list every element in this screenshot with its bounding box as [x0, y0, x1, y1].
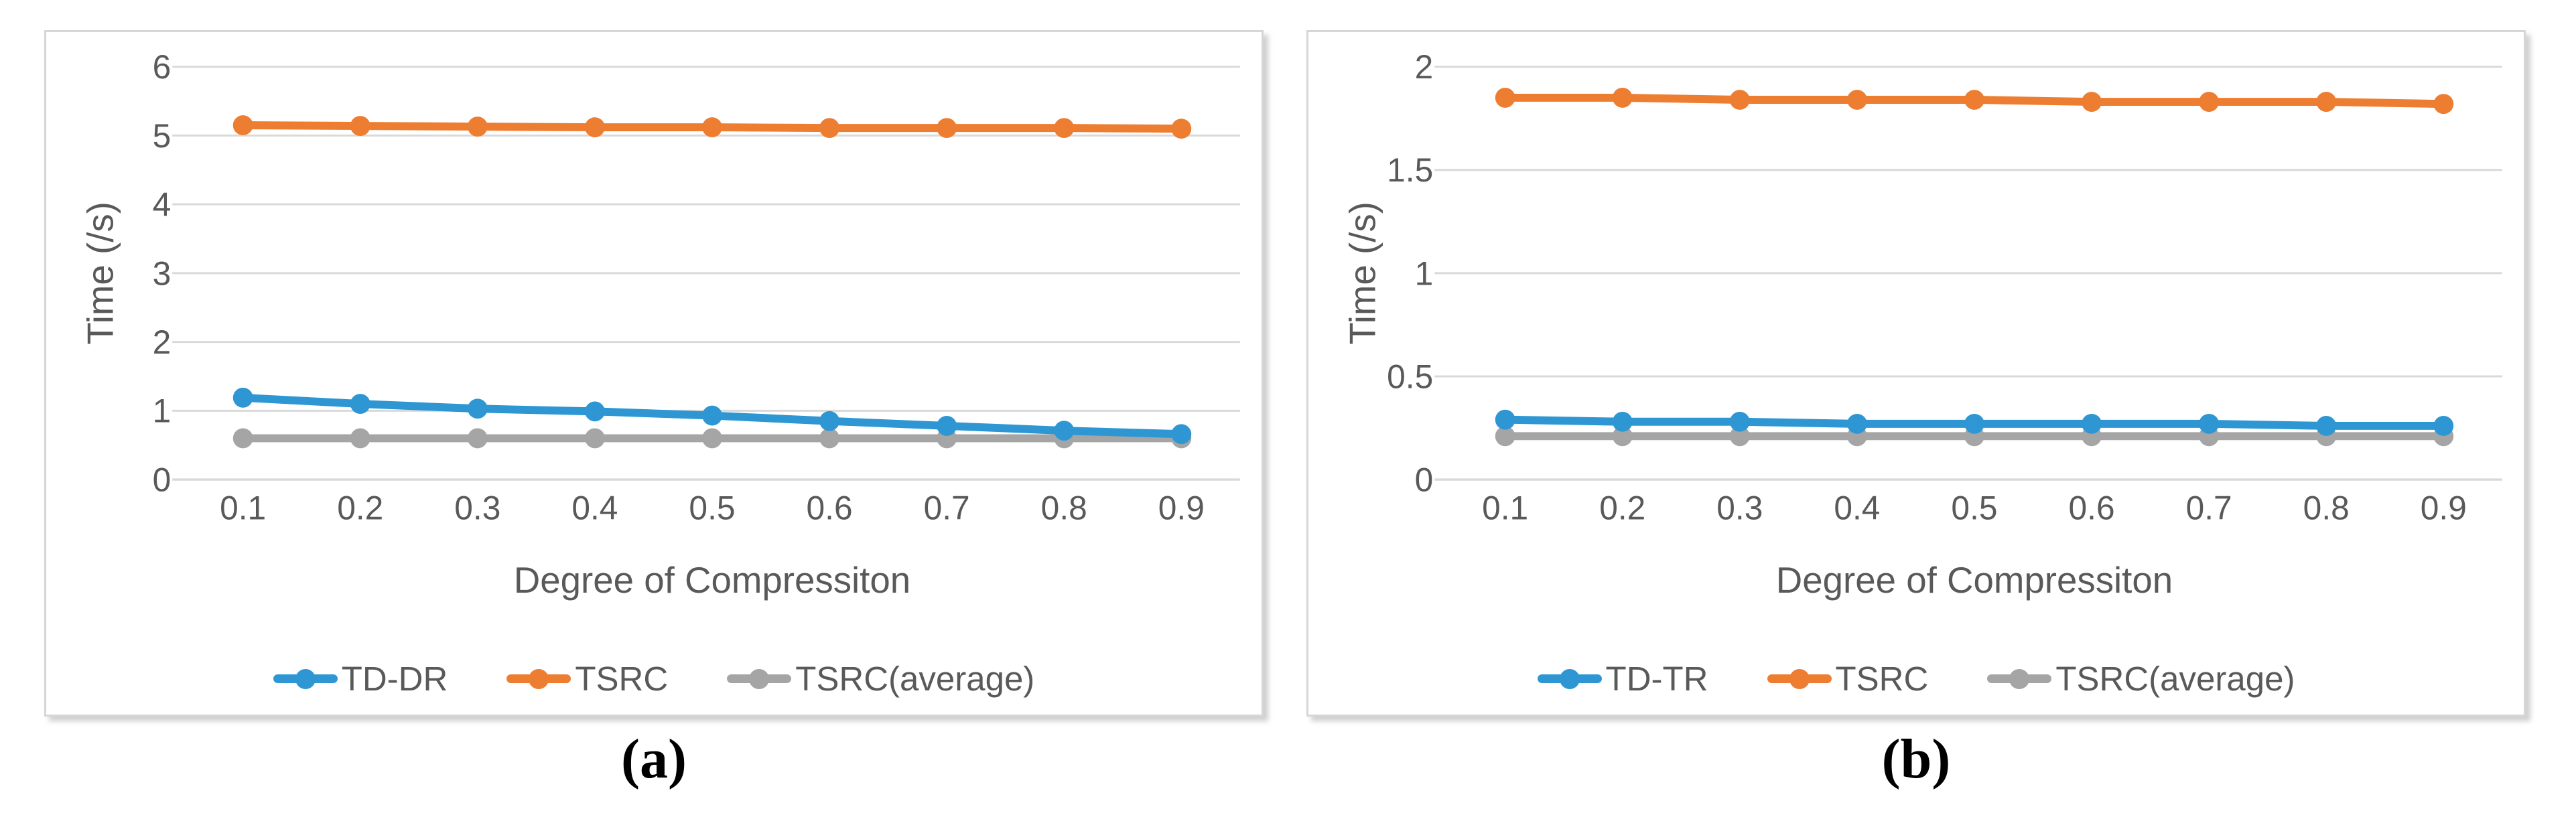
figure-row: 0 1 2 3 4 5 6 0.1 0.2 0.3 0.4 0.5 0.6 0.7 0.8 0.9 Time (…: [44, 30, 2526, 788]
data-point-marker-TSRC: [702, 117, 722, 138]
y-axis-title: Time (/s): [1343, 202, 1383, 345]
data-point-marker-TSRC: [584, 117, 605, 138]
data-point-marker-TD-DR: [232, 387, 253, 408]
data-point-marker-TSRC(average): [1729, 426, 1750, 447]
data-point-marker-TSRC: [2316, 92, 2337, 112]
x-tick-label: 0.8: [2303, 490, 2350, 527]
data-point-marker-TSRC: [819, 118, 839, 139]
data-point-marker-TD-DR: [1054, 421, 1075, 441]
line-chart-a: 0 1 2 3 4 5 6 0.1 0.2 0.3 0.4 0.5 0.6 0.7 0.8 0.9 Time (…: [80, 48, 1240, 601]
chart-panel-a: 0 1 2 3 4 5 6 0.1 0.2 0.3 0.4 0.5 0.6 0.7 0.8 0.9 Time (…: [44, 30, 1264, 717]
data-point-marker-TD-DR: [702, 405, 722, 426]
x-tick-label: 0.4: [571, 490, 618, 527]
data-point-marker-TSRC: [1729, 90, 1750, 110]
data-point-marker-TD-TR: [2082, 413, 2102, 434]
data-point-marker-TD-TR: [2433, 416, 2454, 436]
panel-column-a: 0 1 2 3 4 5 6 0.1 0.2 0.3 0.4 0.5 0.6 0.7 0.8 0.9 Time (…: [44, 30, 1264, 788]
data-point-marker-TD-TR: [1729, 411, 1750, 432]
x-tick-label: 0.5: [1951, 490, 1997, 527]
data-point-marker-TD-TR: [2199, 413, 2220, 434]
x-tick-label: 0.7: [2186, 490, 2232, 527]
data-point-marker-TSRC(average): [702, 428, 722, 449]
x-tick-label: 0.9: [1158, 490, 1205, 527]
x-tick-label: 0.1: [220, 490, 266, 527]
y-tick-label: 1: [153, 392, 172, 430]
chart-panel-b: 0 0.5 1 1.5 2 0.1 0.2 0.3 0.4 0.5 0.6 0.7 0.8 0.9 Time…: [1306, 30, 2526, 717]
data-point-marker-TSRC: [2199, 92, 2220, 112]
x-tick-label: 0.8: [1041, 490, 1087, 527]
data-point-marker-TSRC: [232, 115, 253, 135]
data-point-marker-TD-TR: [1964, 413, 1984, 434]
data-point-marker-TSRC: [467, 117, 488, 137]
y-tick-label: 1: [1415, 254, 1434, 292]
line-chart-b: 0 0.5 1 1.5 2 0.1 0.2 0.3 0.4 0.5 0.6 0.7 0.8 0.9 Time…: [1343, 48, 2502, 601]
y-tick-label: 6: [153, 48, 172, 86]
y-tick-label: 0: [153, 461, 172, 498]
y-tick-label: 2: [153, 323, 172, 361]
data-point-marker-TD-TR: [1846, 413, 1867, 434]
y-tick-label: 3: [153, 254, 172, 292]
x-tick-label: 0.2: [337, 490, 383, 527]
x-axis-title: Degree of Compressiton: [1776, 560, 2173, 601]
x-tick-label: 0.7: [924, 490, 970, 527]
x-tick-label: 0.9: [2421, 490, 2467, 527]
data-point-marker-TD-TR: [1495, 409, 1515, 430]
data-point-marker-TD-DR: [1171, 424, 1192, 445]
data-point-marker-TD-DR: [467, 398, 488, 419]
x-tick-label: 0.3: [454, 490, 500, 527]
x-tick-label: 0.6: [807, 490, 853, 527]
data-point-marker-TD-DR: [350, 394, 370, 414]
x-axis-title: Degree of Compressiton: [514, 560, 910, 601]
data-point-marker-TSRC: [350, 116, 370, 136]
data-point-marker-TSRC(average): [467, 428, 488, 449]
caption-b: (b): [1881, 728, 1951, 790]
data-point-marker-TSRC: [1054, 118, 1075, 139]
x-tick-label: 0.2: [1599, 490, 1645, 527]
data-point-marker-TSRC: [1846, 90, 1867, 110]
y-axis-title: Time (/s): [80, 202, 121, 345]
data-point-marker-TSRC: [1495, 88, 1515, 108]
data-point-marker-TSRC: [2082, 92, 2102, 112]
data-point-marker-TSRC: [2433, 94, 2454, 115]
caption-a: (a): [621, 728, 687, 790]
data-point-marker-TD-DR: [584, 401, 605, 422]
panel-column-b: 0 0.5 1 1.5 2 0.1 0.2 0.3 0.4 0.5 0.6 0.7 0.8 0.9 Time…: [1306, 30, 2526, 788]
y-tick-label: 2: [1415, 48, 1434, 86]
x-tick-label: 0.3: [1716, 490, 1763, 527]
y-tick-label: 4: [153, 186, 172, 224]
x-tick-label: 0.1: [1482, 490, 1528, 527]
y-tick-label: 0: [1415, 461, 1434, 498]
data-point-marker-TSRC(average): [819, 428, 839, 449]
data-point-marker-TSRC(average): [232, 428, 253, 449]
y-tick-label: 1.5: [1387, 151, 1433, 189]
y-tick-label: 5: [153, 117, 172, 155]
data-point-marker-TSRC(average): [350, 428, 370, 449]
data-point-marker-TD-DR: [819, 411, 839, 431]
data-point-marker-TD-TR: [2316, 416, 2337, 436]
x-tick-label: 0.6: [2069, 490, 2115, 527]
data-point-marker-TSRC: [937, 118, 957, 139]
data-point-marker-TD-TR: [1612, 411, 1633, 432]
data-point-marker-TSRC(average): [1495, 426, 1515, 447]
y-tick-label: 0.5: [1387, 358, 1433, 395]
x-tick-label: 0.5: [689, 490, 735, 527]
data-point-marker-TSRC(average): [1612, 426, 1633, 447]
data-point-marker-TSRC(average): [584, 428, 605, 449]
x-tick-label: 0.4: [1834, 490, 1880, 527]
data-point-marker-TD-DR: [937, 416, 957, 436]
data-point-marker-TSRC: [1964, 90, 1984, 110]
data-point-marker-TSRC: [1171, 119, 1192, 139]
data-point-marker-TSRC: [1612, 88, 1633, 108]
